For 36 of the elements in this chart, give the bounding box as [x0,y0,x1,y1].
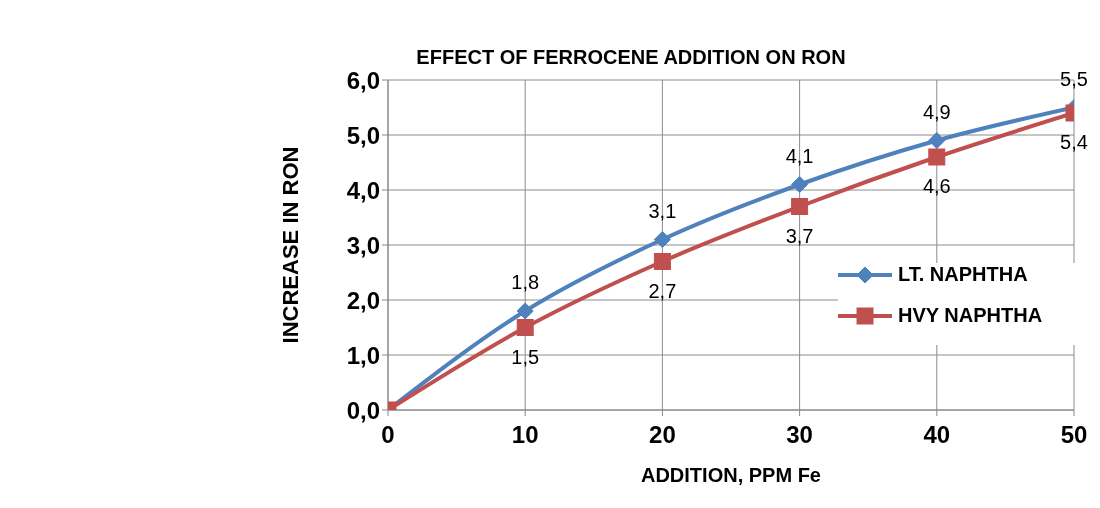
point [791,198,809,215]
y-tick-label: 4,0 [346,176,380,204]
data-label: 1,5 [511,345,540,368]
x-tick-label: 40 [923,421,951,449]
data-label: 4,6 [922,175,951,197]
x-tick-label: 30 [786,421,813,449]
x-tick-label: 10 [511,421,539,449]
y-tick-label: 5,0 [346,121,380,149]
point [653,231,671,248]
y-tick-label: 6,0 [346,66,380,94]
data-label: 4,9 [922,100,951,123]
data-label: 2,7 [648,279,677,302]
y-tick-label: 2,0 [346,286,380,314]
data-label: 3,1 [648,199,677,222]
x-tick-label: 0 [381,421,395,449]
y-axis-title: INCREASE IN RON [277,146,303,344]
data-label: 5,5 [1060,67,1088,90]
legend-label: HVY NAPHTHA [898,304,1043,327]
data-label: 1,8 [511,271,540,293]
x-axis-title: ADDITION, PPM Fe [640,464,822,486]
data-label: 5,4 [1060,131,1088,153]
x-tick-label: 20 [649,421,676,449]
data-label: 3,7 [785,224,814,247]
point [653,253,671,270]
data-label: 4,1 [785,144,814,167]
point [791,176,809,193]
legend-label: LT. NAPHTHA [898,263,1028,286]
y-tick-label: 0,0 [346,396,380,424]
y-tick-label: 1,0 [346,341,380,369]
point [928,132,946,149]
point [516,302,534,320]
chart-title: EFFECT OF FERROCENE ADDITION ON RON [416,46,846,68]
y-tick-label: 3,0 [346,231,380,259]
point [928,148,946,166]
x-tick-label: 50 [1060,421,1088,449]
point [516,319,534,336]
